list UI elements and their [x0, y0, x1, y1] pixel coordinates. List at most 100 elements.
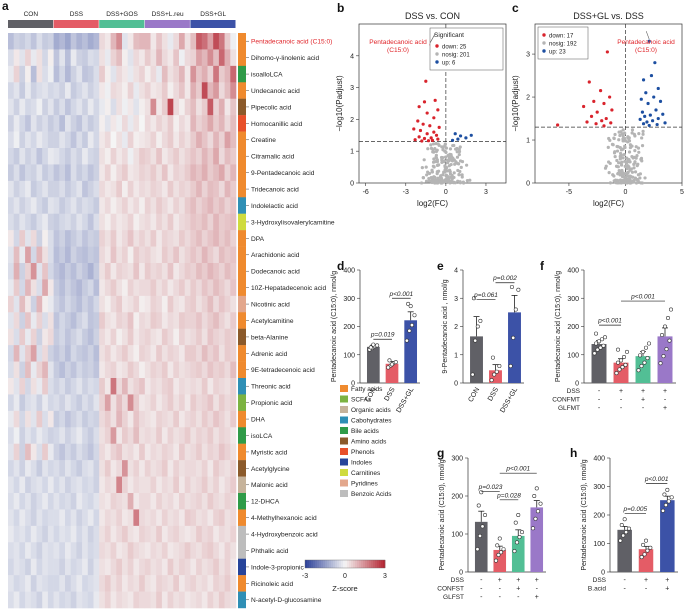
heatmap-cell	[190, 230, 197, 247]
data-point	[404, 338, 409, 343]
data-point	[663, 503, 668, 508]
heatmap-cell	[150, 361, 157, 379]
heatmap-cell	[76, 131, 83, 149]
heatmap-cell	[144, 591, 151, 609]
heatmap-cell	[150, 197, 157, 215]
heatmap-cell	[116, 295, 123, 313]
heatmap-cell	[207, 378, 214, 395]
annotation-leader	[645, 31, 650, 40]
group-row-label: DSS	[451, 577, 465, 584]
heatmap-cell	[25, 591, 32, 609]
heatmap-cell	[36, 246, 43, 264]
down-point	[594, 122, 598, 126]
nosig-point	[435, 160, 440, 164]
heatmap-cell	[36, 525, 43, 543]
heatmap-cell	[25, 33, 32, 50]
heatmap-cell	[19, 164, 26, 182]
heatmap-cell	[36, 312, 43, 330]
heatmap-cell	[161, 82, 168, 100]
heatmap-cell	[122, 164, 128, 182]
heatmap-cell	[76, 378, 83, 395]
nosig-point	[613, 154, 617, 159]
heatmap-cell	[156, 493, 163, 510]
heatmap-cell	[224, 295, 231, 313]
heatmap-cell	[156, 65, 163, 83]
heatmap-cell	[133, 213, 140, 231]
heatmap-cell	[201, 98, 208, 116]
heatmap-cell	[93, 148, 100, 165]
heatmap-cell	[59, 575, 66, 592]
heatmap-cell	[36, 65, 43, 83]
heatmap-cell	[224, 49, 231, 67]
heatmap-cell	[13, 230, 20, 247]
group-row-sign: -	[536, 586, 539, 593]
bar	[638, 549, 654, 572]
heatmap-cell	[139, 49, 146, 67]
nosig-point	[457, 162, 461, 166]
category-strip-cell	[238, 263, 246, 280]
heatmap-cell	[218, 575, 225, 592]
heatmap-cell	[201, 33, 208, 50]
heatmap-cell	[139, 82, 146, 100]
nosig-point	[623, 164, 627, 168]
data-point	[642, 552, 647, 557]
heatmap-cell	[224, 328, 231, 346]
legend-entry: nosig: 201	[442, 53, 470, 59]
heatmap-cell	[173, 476, 180, 494]
heatmap-cell	[127, 164, 134, 182]
y-tick-label: 2	[454, 324, 458, 331]
heatmap-cell	[150, 213, 157, 231]
heatmap-cell	[65, 345, 71, 362]
legend-dot	[542, 49, 546, 53]
heatmap-cell	[47, 279, 54, 297]
data-point	[594, 331, 599, 336]
heatmap-cell	[19, 115, 26, 132]
heatmap-cell	[87, 33, 94, 50]
heatmap-cell	[122, 115, 128, 132]
heatmap-cell	[207, 525, 214, 543]
heatmap-cell	[76, 493, 83, 510]
heatmap-cell	[196, 164, 203, 182]
group-bar-DSS	[53, 20, 99, 28]
heatmap-cell	[25, 115, 32, 132]
heatmap-cell	[110, 493, 117, 510]
heatmap-cell	[179, 509, 185, 527]
colorbar-step	[309, 560, 312, 568]
heatmap-cell	[116, 148, 123, 165]
heatmap-cell	[65, 410, 71, 428]
heatmap-cell	[156, 410, 163, 428]
heatmap-cell	[110, 558, 117, 576]
heatmap-cell	[127, 263, 134, 280]
heatmap-cell	[230, 328, 237, 346]
heatmap-cell	[13, 443, 20, 461]
heatmap-cell	[19, 394, 26, 412]
heatmap-cell	[173, 49, 180, 67]
heatmap-cell	[8, 49, 14, 67]
group-bar-CON	[8, 20, 54, 28]
heatmap-cell	[190, 180, 197, 198]
nosig-point	[448, 168, 452, 172]
heatmap-cell	[196, 230, 203, 247]
nosig-point	[615, 158, 619, 163]
annotation-leader	[429, 33, 436, 43]
heatmap-cell	[47, 361, 54, 379]
heatmap-cell	[144, 542, 151, 560]
nosig-point	[629, 175, 633, 179]
heatmap-cell	[122, 263, 128, 280]
y-tick-label: 300	[451, 456, 463, 463]
heatmap-cell	[70, 82, 77, 100]
heatmap-cell	[184, 410, 191, 428]
heatmap-cell	[93, 476, 100, 494]
heatmap-cell	[190, 394, 197, 412]
heatmap-cell	[87, 279, 94, 297]
heatmap-cell	[161, 33, 168, 50]
heatmap-cell	[179, 115, 185, 132]
heatmap-cell	[144, 115, 151, 132]
heatmap-cell	[82, 542, 89, 560]
down-point	[420, 139, 424, 143]
heatmap-cell	[161, 410, 168, 428]
heatmap-cell	[156, 427, 163, 445]
nosig-point	[608, 138, 612, 142]
heatmap-cell	[179, 82, 185, 100]
